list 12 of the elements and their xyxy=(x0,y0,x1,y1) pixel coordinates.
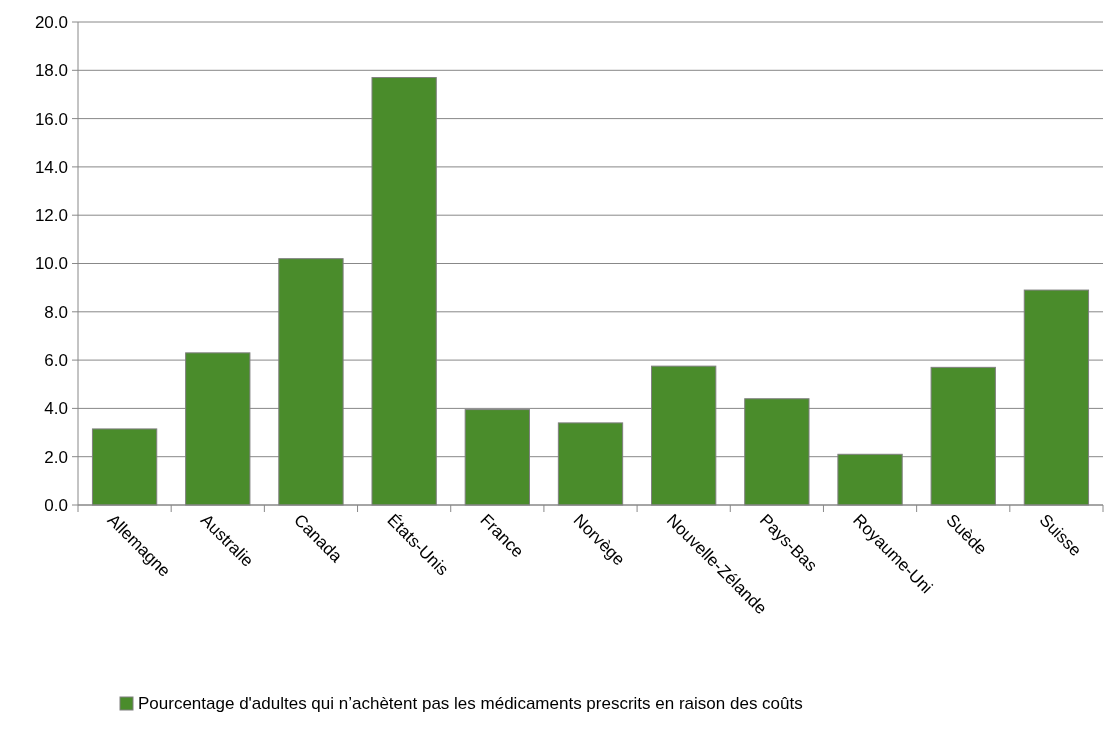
y-tick-label: 10.0 xyxy=(34,254,68,274)
y-tick-label: 4.0 xyxy=(44,399,68,419)
y-tick-label: 20.0 xyxy=(34,12,68,32)
y-tick-label: 8.0 xyxy=(44,302,68,322)
y-tick-label: 0.0 xyxy=(44,495,68,515)
y-tick-label: 16.0 xyxy=(34,109,68,129)
y-tick-label: 18.0 xyxy=(34,61,68,81)
y-tick-label: 12.0 xyxy=(34,206,68,226)
y-tick-label: 2.0 xyxy=(44,447,68,467)
legend-label: Pourcentage d'adultes qui n’achètent pas les médicaments prescrits en raison des coûts xyxy=(138,694,803,713)
y-tick-label: 14.0 xyxy=(34,157,68,177)
y-tick-label: 6.0 xyxy=(44,351,68,371)
